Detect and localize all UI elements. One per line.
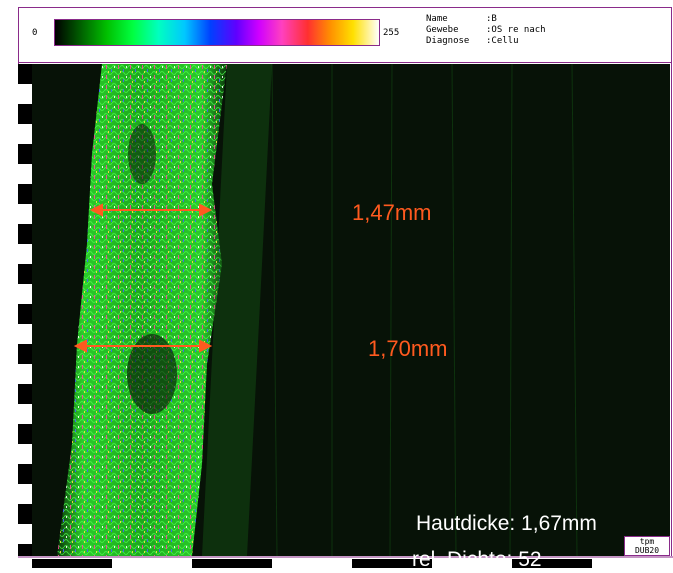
logo-line-2: DUB20: [634, 546, 660, 555]
diagnose-label: Diagnose: [426, 36, 470, 46]
color-scale-bar: [54, 19, 380, 46]
colorbar-min-label: 0: [32, 28, 38, 38]
lateral-scale: [18, 556, 673, 573]
gewebe-label: Gewebe: [426, 25, 459, 35]
depth-scale: [18, 64, 32, 556]
gewebe-value: :OS re nach: [486, 25, 546, 35]
colorbar-max-label: 255: [383, 28, 400, 38]
patient-info: Name :B Gewebe :OS re nach Diagnose :Cellu: [426, 14, 546, 47]
skin-thickness-result: Hautdicke: 1,67mm: [416, 512, 597, 535]
logo-line-1: tpm: [639, 537, 655, 546]
measurement-label-1: 1,47mm: [352, 200, 432, 225]
ultrasound-scan-image: [32, 64, 670, 556]
name-value: :B: [486, 14, 497, 24]
relative-density-result: rel. Dichte: 52: [412, 548, 542, 571]
diagnose-value: :Cellu: [486, 36, 519, 46]
measurement-label-2: 1,70mm: [368, 336, 448, 361]
device-logo: tpm DUB20: [624, 536, 670, 556]
name-label: Name: [426, 14, 448, 24]
